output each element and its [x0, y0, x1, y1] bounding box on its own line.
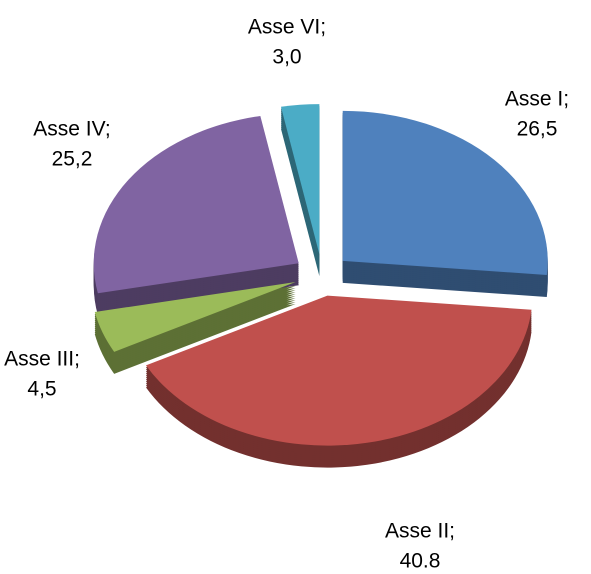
slice — [93, 115, 299, 294]
category-label: Asse VI; — [248, 16, 326, 39]
slice-tops — [93, 104, 548, 446]
category-label: Asse III; — [4, 348, 80, 371]
value-label: 3,0 — [272, 46, 301, 69]
labels: Asse I; 26,5 Asse II; 40.8 Asse III; 4,5 Asse … — [4, 16, 569, 573]
category-label: Asse I; — [505, 88, 569, 111]
value-label: 40.8 — [400, 550, 441, 573]
slice — [145, 295, 532, 446]
category-label: Asse IV; — [33, 118, 110, 141]
slice — [94, 282, 296, 352]
value-label: 25,2 — [52, 148, 93, 171]
slice — [342, 110, 548, 275]
value-label: 4,5 — [27, 378, 56, 401]
value-label: 26,5 — [517, 118, 558, 141]
category-label: Asse II; — [385, 520, 455, 543]
slice — [280, 104, 320, 255]
